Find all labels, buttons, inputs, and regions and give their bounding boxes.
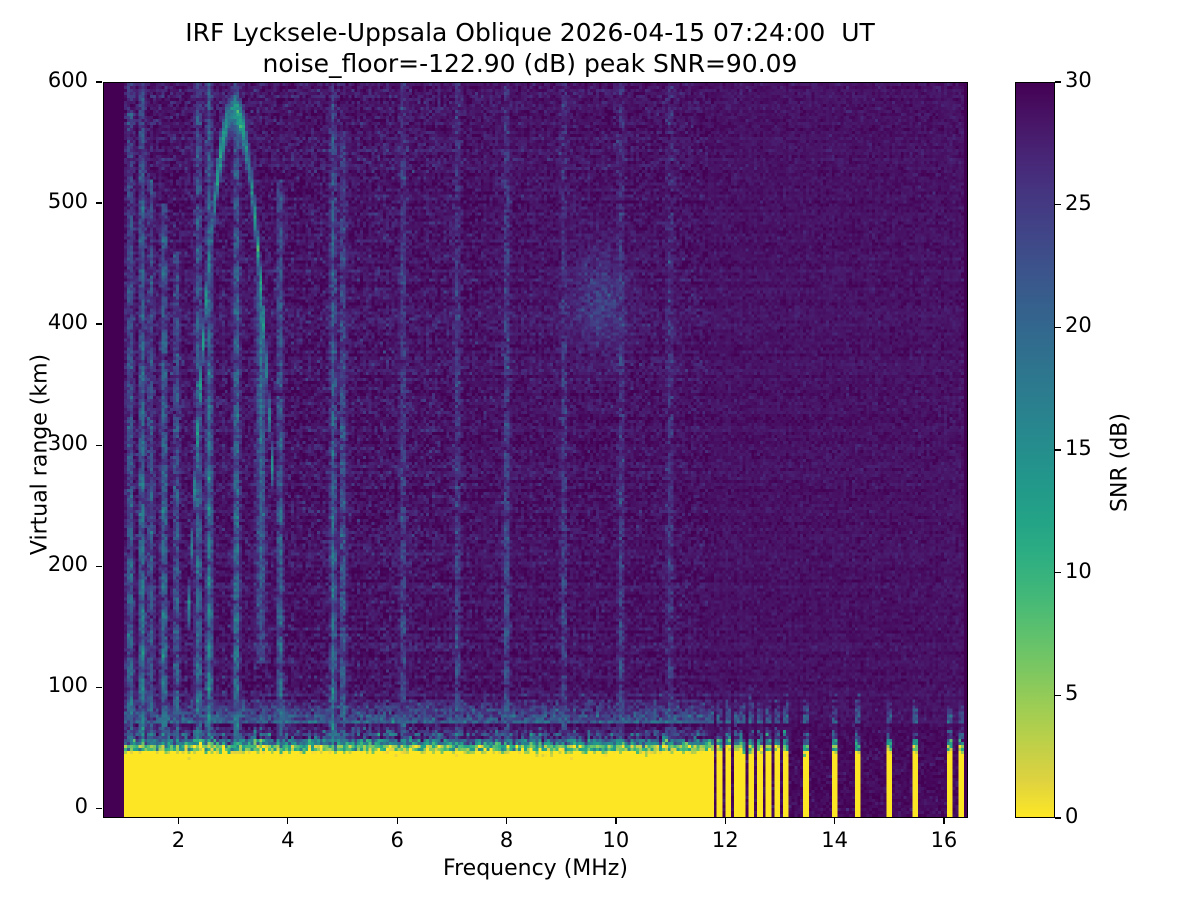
y-tick-0 (96, 807, 102, 809)
ionogram-heatmap (104, 83, 967, 817)
colorbar-tick-25 (1055, 204, 1061, 206)
y-tick-500 (96, 202, 102, 204)
colorbar-ticklabel-15: 15 (1065, 436, 1092, 460)
x-ticklabel-2: 2 (171, 828, 186, 852)
colorbar-tick-10 (1055, 572, 1061, 574)
y-ticklabel-100: 100 (47, 673, 88, 698)
y-tick-100 (96, 686, 102, 688)
x-tick-16 (943, 818, 945, 824)
y-tick-200 (96, 565, 102, 567)
x-tick-6 (396, 818, 398, 824)
x-ticklabel-14: 14 (821, 828, 848, 852)
x-ticklabel-12: 12 (711, 828, 739, 852)
x-tick-4 (287, 818, 289, 824)
title-line-1: IRF Lycksele-Uppsala Oblique 2026-04-15 … (185, 18, 875, 47)
colorbar-ticklabel-10: 10 (1065, 558, 1092, 583)
colorbar-tick-15 (1055, 449, 1061, 451)
x-ticklabel-4: 4 (281, 828, 295, 852)
colorbar-tick-0 (1055, 817, 1061, 819)
y-ticklabel-600: 600 (47, 68, 88, 92)
colorbar-ticklabel-25: 25 (1065, 190, 1092, 215)
plot-area[interactable] (103, 82, 968, 818)
y-ticklabel-300: 300 (47, 431, 88, 456)
y-ticklabel-500: 500 (47, 189, 88, 214)
colorbar[interactable] (1015, 82, 1055, 818)
colorbar-ticklabel-5: 5 (1065, 681, 1079, 706)
colorbar-tick-20 (1055, 326, 1061, 328)
y-ticklabel-0: 0 (74, 794, 88, 819)
x-ticklabel-8: 8 (499, 828, 514, 852)
y-axis-label: Virtual range (km) (27, 353, 53, 556)
colorbar-ticklabel-20: 20 (1065, 313, 1092, 338)
x-axis-label: Frequency (MHz) (443, 856, 628, 881)
y-tick-400 (96, 323, 102, 325)
y-tick-600 (96, 81, 102, 83)
y-ticklabel-400: 400 (47, 310, 88, 335)
x-tick-8 (505, 818, 508, 824)
colorbar-gradient (1016, 83, 1054, 817)
colorbar-label: SNR (dB) (1107, 413, 1133, 512)
x-ticklabel-10: 10 (602, 828, 630, 852)
x-tick-12 (724, 818, 726, 824)
chart-title: IRF Lycksele-Uppsala Oblique 2026-04-15 … (0, 18, 1060, 79)
colorbar-tick-30 (1055, 81, 1061, 83)
y-ticklabel-200: 200 (47, 552, 88, 577)
y-tick-300 (96, 444, 102, 446)
x-tick-2 (177, 818, 180, 824)
x-tick-14 (833, 818, 836, 824)
x-ticklabel-6: 6 (390, 828, 404, 852)
x-tick-10 (615, 818, 617, 824)
colorbar-ticklabel-30: 30 (1065, 68, 1092, 92)
colorbar-tick-5 (1055, 694, 1061, 696)
colorbar-ticklabel-0: 0 (1065, 804, 1079, 828)
title-line-2: noise_floor=-122.90 (dB) peak SNR=90.09 (262, 48, 798, 78)
x-ticklabel-16: 16 (930, 828, 958, 852)
